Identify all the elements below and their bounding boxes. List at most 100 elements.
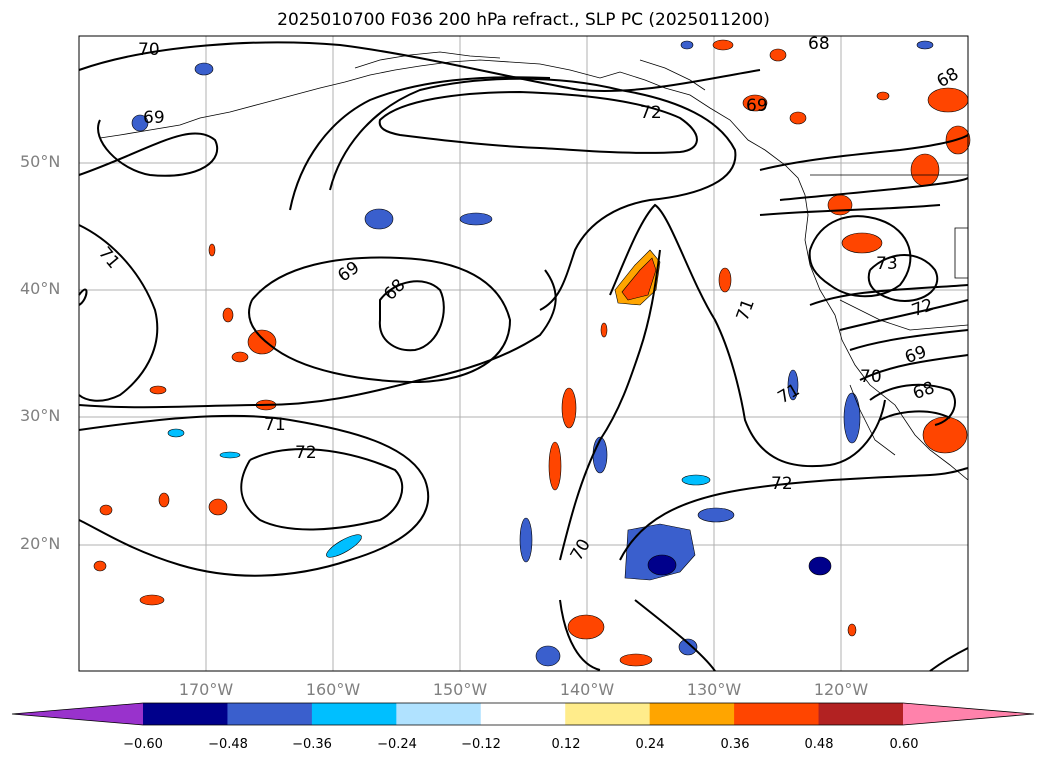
contour-72-e <box>809 284 969 306</box>
neg-blob <box>680 40 694 50</box>
contour-label: 70 <box>860 367 882 387</box>
pos-blob <box>600 322 608 338</box>
colorbar-tick: −0.60 <box>123 737 163 752</box>
pos-blob <box>847 623 857 637</box>
neg-blob <box>167 428 185 438</box>
colorbar-cell <box>311 703 397 725</box>
contour-72-east <box>619 467 969 561</box>
colorbar-extend-min <box>12 703 143 725</box>
colorbar-cell <box>565 703 651 725</box>
colorbar-cell <box>227 703 313 725</box>
colorbar-tick: −0.12 <box>461 737 501 752</box>
colorbar-tick: 0.36 <box>720 737 750 752</box>
colorbar-tick: 0.24 <box>635 737 665 752</box>
pos-blob <box>718 267 732 293</box>
neg-blob <box>808 556 832 576</box>
contour-69-ne <box>779 177 969 201</box>
pos-blob <box>139 594 165 606</box>
contour-70-south <box>559 599 601 671</box>
neg-blob <box>678 638 698 656</box>
contour-label: 72 <box>295 443 317 463</box>
pos-blob <box>742 94 768 112</box>
neg-blob <box>131 114 149 132</box>
neg-blob <box>459 212 493 226</box>
neg-blob <box>624 523 696 581</box>
pos-blob <box>789 111 807 125</box>
colorbar-cell <box>480 703 566 725</box>
pos-blob <box>99 504 113 516</box>
lon-label: 150°W <box>432 680 488 699</box>
pos-blob <box>567 614 605 640</box>
neg-blob <box>194 62 214 76</box>
border-states <box>839 299 969 331</box>
contour-71-west <box>78 224 159 402</box>
pos-blob <box>876 91 890 101</box>
pos-blob <box>158 492 170 508</box>
neg-blob <box>519 517 533 563</box>
lon-label: 170°W <box>178 680 234 699</box>
contour-label: 72 <box>771 474 793 494</box>
pos-blob <box>712 39 734 51</box>
contour-label: 70 <box>138 40 160 60</box>
contour-west-edge <box>78 288 88 306</box>
contour-71-loop <box>289 76 551 211</box>
contour-69-nw <box>78 119 219 177</box>
contour-71-east <box>609 203 886 468</box>
lat-label: 30°N <box>20 406 61 425</box>
contour-label: 73 <box>876 254 898 274</box>
neg-blob <box>364 208 394 230</box>
coastlines <box>99 51 969 481</box>
contour-72-north <box>378 90 698 154</box>
contour-label: 69 <box>143 108 165 128</box>
contour-71-e <box>839 299 969 331</box>
contour-69-low <box>248 256 512 384</box>
colorbar-tick: 0.12 <box>551 737 581 752</box>
lat-label: 20°N <box>20 534 61 553</box>
colorbar-tick: −0.48 <box>208 737 248 752</box>
neg-blob <box>326 534 362 558</box>
colorbar-cell <box>649 703 735 725</box>
pos-blob <box>841 232 883 254</box>
coastline-main <box>99 59 969 481</box>
contour-label: 72 <box>640 103 662 123</box>
colorbar-tick: −0.24 <box>377 737 417 752</box>
coastline-alaska <box>354 51 501 69</box>
colorbar-cell <box>396 703 482 725</box>
colorbar-outline <box>11 702 1035 726</box>
pos-blob <box>231 351 249 363</box>
lon-label: 160°W <box>305 680 361 699</box>
map-frame <box>78 35 969 672</box>
lon-label: 130°W <box>686 680 742 699</box>
contour-72-south <box>634 599 716 672</box>
contour-69-e <box>859 354 969 381</box>
pos-blob <box>208 243 216 257</box>
contour-68-low <box>378 280 445 352</box>
pos-blob <box>922 416 968 454</box>
chart-title: 2025010700 F036 200 hPa refract., SLP PC… <box>277 10 770 30</box>
colorbar-cell <box>143 703 228 725</box>
pos-blob <box>769 48 787 62</box>
contour-label: 71 <box>264 415 286 435</box>
colorbar-tick: 0.48 <box>804 737 834 752</box>
pos-blob <box>548 441 562 491</box>
neg-blob <box>535 645 561 667</box>
neg-blob <box>843 392 861 444</box>
contour-71-sub <box>78 414 430 577</box>
coastline-gulf <box>639 59 706 91</box>
pos-blob <box>247 329 277 355</box>
contour-73 <box>808 215 912 298</box>
neg-blob <box>681 474 711 486</box>
contour-68-ne <box>759 134 969 171</box>
neg-core <box>647 554 677 576</box>
contour-68-se <box>869 383 956 426</box>
contour-71-ne <box>759 204 941 216</box>
lat-label: 50°N <box>20 152 61 171</box>
pos-blob <box>619 653 653 667</box>
pos-blob <box>561 387 577 429</box>
contour-label: 68 <box>808 34 830 54</box>
colorbar-cell <box>818 703 904 725</box>
neg-blob <box>219 451 241 459</box>
lat-label: 40°N <box>20 279 61 298</box>
